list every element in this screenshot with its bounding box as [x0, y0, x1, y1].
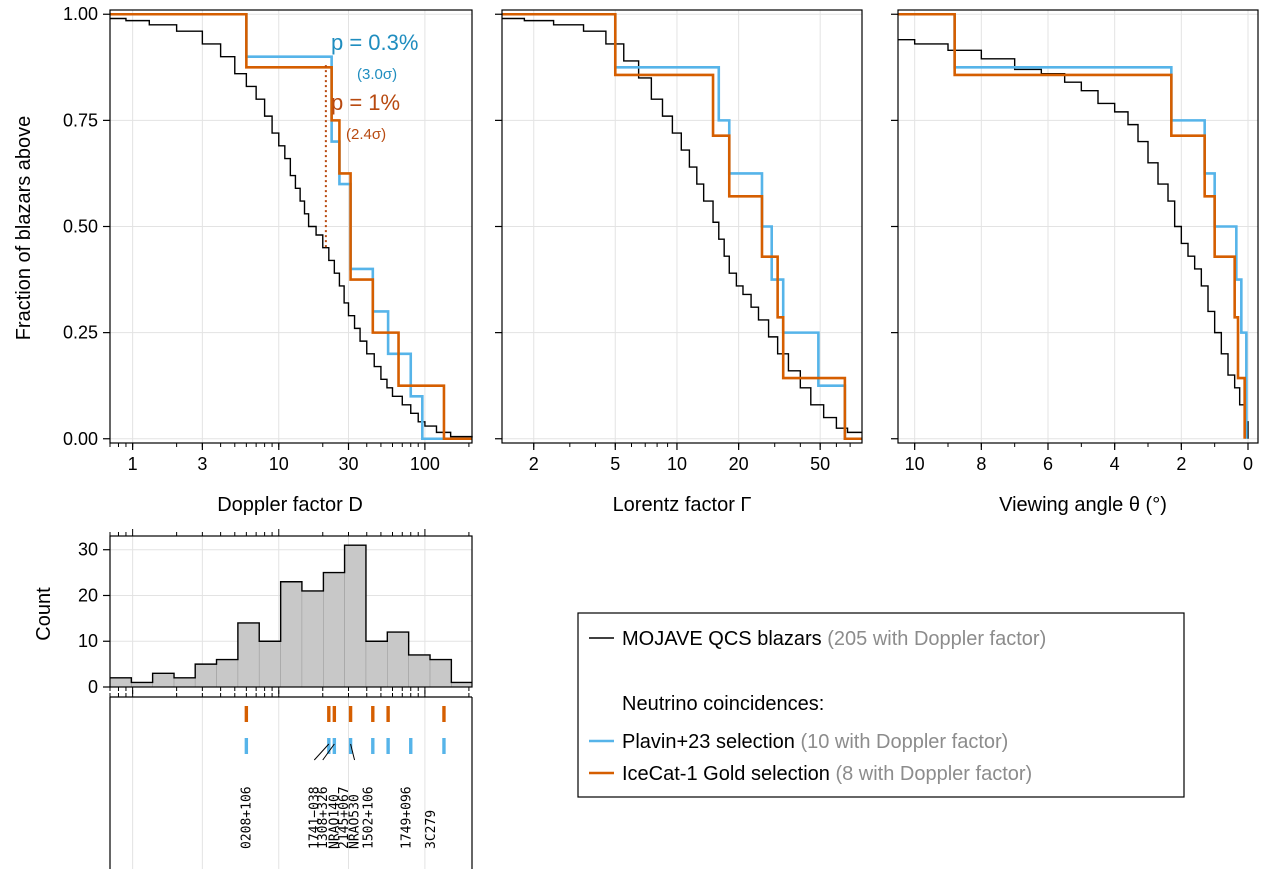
- x-tick-label: 5: [610, 454, 620, 474]
- source-label: 2145+067: [337, 786, 352, 849]
- x-tick-label: 10: [667, 454, 687, 474]
- panel-lorentz: 2 5 10 20 50: [495, 9, 863, 474]
- hist-bar: [216, 659, 239, 688]
- sigma-icecat: (2.4σ): [346, 126, 386, 143]
- x-axis-label-lorentz: Lorentz factor Γ: [613, 494, 752, 516]
- x-axis-label-viewing-angle: Viewing angle θ (°): [999, 494, 1167, 516]
- source-label: 1502+106: [361, 786, 376, 849]
- source-label: NRAO530: [348, 794, 363, 849]
- legend-entry-plavin: Plavin+23 selection (10 with Doppler fac…: [622, 731, 1008, 753]
- label-leader: [350, 743, 356, 761]
- y-tick-label: 0.25: [63, 323, 98, 343]
- hist-outline: [110, 544, 472, 684]
- x-tick-label: 0: [1243, 454, 1253, 474]
- plot-frame: [897, 9, 1259, 444]
- legend-entry-mojave: MOJAVE QCS blazars (205 with Doppler fac…: [622, 628, 1046, 650]
- y-axis-label-count: Count: [33, 587, 55, 641]
- series-line-plavin23: [110, 12, 472, 441]
- y-tick-label: 20: [78, 585, 98, 605]
- legend: MOJAVE QCS blazars (205 with Doppler fac…: [577, 612, 1185, 798]
- x-tick-label: 10: [905, 454, 925, 474]
- panel-histogram: 0 10 20 30: [78, 529, 473, 697]
- sigma-plavin: (3.0σ): [357, 66, 397, 83]
- x-tick-label: 100: [410, 454, 440, 474]
- hist-bar: [173, 677, 196, 688]
- hist-bar: [387, 631, 409, 688]
- y-tick-label: 10: [78, 631, 98, 651]
- source-label: 1741−038: [307, 786, 322, 849]
- x-tick-label: 8: [976, 454, 986, 474]
- hist-bar: [152, 672, 175, 688]
- p-value-icecat: p = 1%: [331, 90, 400, 115]
- x-tick-label: 6: [1043, 454, 1053, 474]
- y-axis-label: Fraction of blazars above: [13, 116, 35, 341]
- panel-viewing-angle: 10 8 6 4 2 0: [891, 9, 1259, 474]
- series-line-plavin23: [898, 12, 1248, 439]
- x-tick-label: 50: [810, 454, 830, 474]
- source-label: 1308+326: [316, 786, 331, 849]
- source-label: NRAO140: [327, 794, 342, 849]
- p-value-plavin: p = 0.3%: [331, 30, 418, 55]
- hist-bar: [429, 659, 452, 688]
- hist-bar: [280, 581, 303, 688]
- hist-bar: [109, 677, 132, 688]
- hist-bar: [365, 640, 388, 688]
- x-tick-label: 20: [729, 454, 749, 474]
- y-tick-label: 30: [78, 540, 98, 560]
- series-line-plavin23: [502, 12, 862, 441]
- source-label: 0208+106: [239, 786, 254, 849]
- label-leader: [313, 743, 330, 761]
- x-tick-label: 2: [1176, 454, 1186, 474]
- source-label: 1749+096: [400, 786, 415, 849]
- plot-frame: [109, 535, 473, 688]
- x-tick-label: 3: [197, 454, 207, 474]
- hist-bar: [323, 572, 345, 688]
- series-line-icecat1: [110, 12, 472, 441]
- series-line-mojave: [110, 17, 473, 438]
- y-tick-label: 0.00: [63, 429, 98, 449]
- y-tick-label: 1.00: [63, 4, 98, 24]
- x-tick-label: 4: [1110, 454, 1120, 474]
- series-line-mojave: [898, 39, 1249, 439]
- y-tick-label: 0.75: [63, 110, 98, 130]
- x-tick-label: 1: [128, 454, 138, 474]
- hist-bar: [301, 590, 324, 688]
- hist-bar: [237, 622, 260, 688]
- hist-bar: [258, 640, 281, 688]
- series-line-icecat1: [502, 12, 862, 441]
- panel-doppler: 1 3 10 30 100 0.00 0.25 0.50 0.75 1.00: [63, 4, 473, 474]
- hist-bar: [408, 654, 431, 688]
- legend-neutrino-header: Neutrino coincidences:: [622, 693, 824, 715]
- hist-bar: [194, 663, 217, 688]
- series-line-icecat1: [898, 12, 1246, 439]
- label-leader: [322, 743, 335, 761]
- x-axis-label-doppler: Doppler factor D: [217, 494, 363, 516]
- panel-rug: 0208+106 1741−0381308+326NRAO1402145+067N…: [109, 690, 473, 869]
- plot-frame: [501, 9, 863, 444]
- x-tick-label: 30: [338, 454, 358, 474]
- y-tick-label: 0.50: [63, 217, 98, 237]
- series-line-mojave: [502, 17, 862, 434]
- hist-bar: [344, 544, 367, 688]
- x-tick-label: 2: [529, 454, 539, 474]
- legend-entry-icecat: IceCat-1 Gold selection (8 with Doppler …: [622, 763, 1032, 785]
- plot-frame: [109, 9, 473, 444]
- y-tick-label: 0: [88, 677, 98, 697]
- x-tick-label: 10: [269, 454, 289, 474]
- source-label: 3C279: [424, 810, 439, 849]
